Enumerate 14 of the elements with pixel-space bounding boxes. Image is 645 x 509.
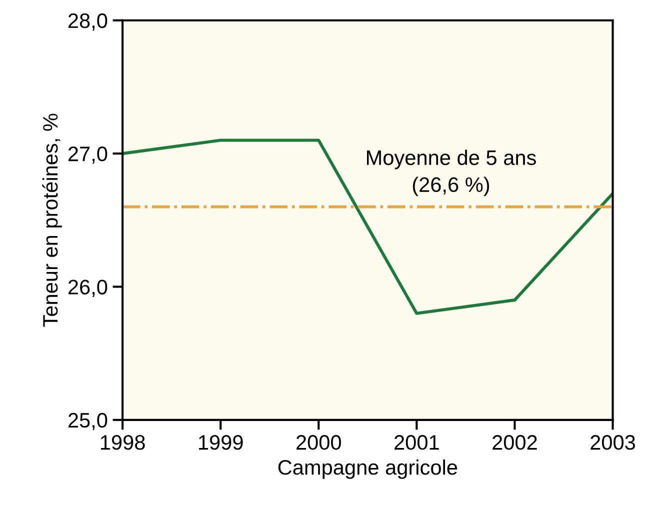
x-tick-label: 1999	[199, 435, 243, 450]
x-tick-label: 2001	[394, 435, 439, 450]
y-tick-label: 25,0	[68, 412, 108, 430]
ref-line-label: Moyenne de 5 ans (26,6 %)	[366, 150, 536, 196]
y-tick-label: 28,0	[68, 13, 108, 31]
y-axis-title: Teneur en protéines, %	[42, 114, 62, 327]
x-tick-label: 2002	[492, 435, 537, 450]
y-tick-label: 26,0	[68, 280, 108, 297]
x-tick-label: 2003	[590, 435, 636, 450]
line-series	[122, 138, 613, 315]
x-axis-title: Campagne agricole	[278, 459, 458, 479]
x-tick-label: 1998	[100, 435, 145, 450]
y-tick-label: 27,0	[68, 146, 108, 164]
x-tick-label: 2000	[296, 435, 341, 450]
